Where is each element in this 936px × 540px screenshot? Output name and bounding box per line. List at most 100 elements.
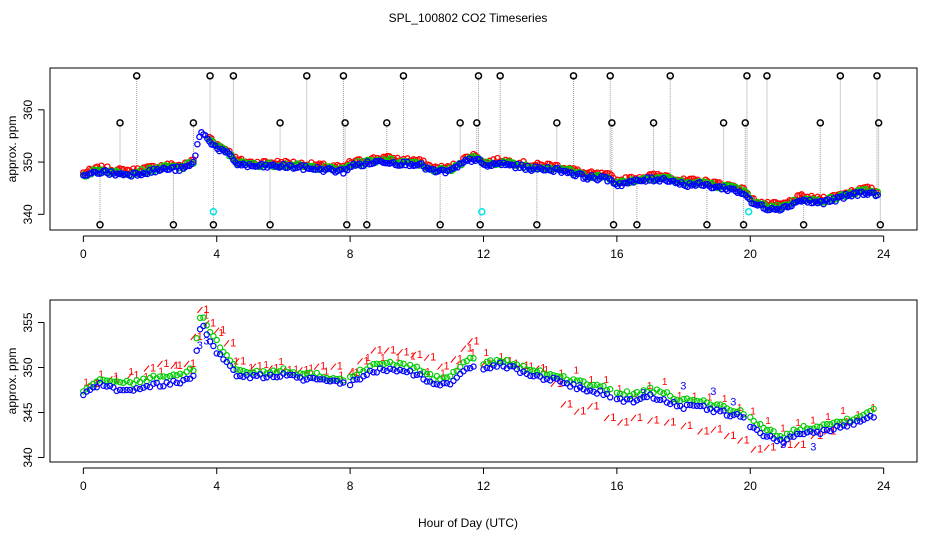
red-glyph-1: 1 xyxy=(677,391,683,402)
blue-point xyxy=(300,377,307,384)
y-tick-label: 345 xyxy=(21,402,35,422)
blue-point xyxy=(617,395,624,402)
green-point xyxy=(323,374,330,382)
blue-point xyxy=(557,378,564,385)
red-stroke xyxy=(723,432,730,440)
blue-point xyxy=(843,423,851,430)
outlier-point xyxy=(876,221,885,229)
red-glyph-1: 1 xyxy=(158,366,164,377)
blue-point xyxy=(633,397,641,404)
outlier-point xyxy=(739,221,748,229)
top-point-blue xyxy=(874,191,881,199)
green-point xyxy=(130,380,137,388)
red-glyph-1: 1 xyxy=(787,439,793,451)
outlier-point xyxy=(276,119,284,127)
red-glyph-1: 1 xyxy=(410,352,416,363)
x-tick-label: 24 xyxy=(877,247,891,261)
outlier-point xyxy=(649,119,658,127)
blue-point xyxy=(210,342,217,350)
blue-point xyxy=(223,358,230,366)
green-point xyxy=(423,370,430,378)
blue-point xyxy=(573,385,581,393)
red-glyph-1: 1 xyxy=(263,360,269,371)
blue-point xyxy=(430,380,437,388)
green-point xyxy=(550,372,557,379)
blue-point xyxy=(693,402,701,410)
blue-point xyxy=(813,428,821,436)
green-point xyxy=(660,390,667,397)
green-point xyxy=(183,368,190,375)
green-point xyxy=(250,369,257,376)
blue-point xyxy=(253,372,260,379)
red-stroke xyxy=(357,357,363,365)
outlier-point xyxy=(533,221,541,229)
blue-point xyxy=(323,377,330,384)
green-point xyxy=(573,377,581,384)
outlier-point xyxy=(608,119,616,127)
blue-point xyxy=(216,351,224,358)
red-glyph-1: 1 xyxy=(654,415,660,427)
green-point xyxy=(457,363,464,371)
red-glyph-1: 1 xyxy=(704,426,710,438)
blue-point xyxy=(703,406,711,413)
red-glyph-1: 1 xyxy=(825,412,831,423)
red-glyph-1: 1 xyxy=(233,357,239,368)
blue-point xyxy=(410,372,417,379)
green-point xyxy=(630,390,637,398)
blue-point xyxy=(330,377,337,384)
red-stroke xyxy=(170,362,177,370)
blue-point xyxy=(830,426,837,433)
outlier-point xyxy=(496,72,504,80)
green-point xyxy=(186,365,194,372)
blue-point xyxy=(447,381,454,388)
red-glyph-1: 1 xyxy=(744,435,750,447)
blue-point xyxy=(376,365,384,372)
blue-point xyxy=(727,413,734,420)
green-point xyxy=(203,322,210,329)
red-stroke xyxy=(213,327,220,335)
blue-point xyxy=(850,421,857,428)
red-glyph-1: 1 xyxy=(730,430,736,442)
blue-point xyxy=(670,398,677,406)
blue-point xyxy=(560,379,567,387)
red-glyph-1: 1 xyxy=(870,403,876,414)
blue-point xyxy=(226,362,234,369)
red-glyph-1: 1 xyxy=(353,367,359,379)
red-glyph-1: 1 xyxy=(810,416,816,427)
green-point xyxy=(370,360,377,368)
green-point xyxy=(210,333,217,340)
red-glyph-1: 1 xyxy=(647,381,653,392)
blue-point xyxy=(480,366,487,373)
blue-point xyxy=(193,347,200,354)
red-glyph-1: 1 xyxy=(487,358,493,370)
blue-point xyxy=(690,402,697,409)
blue-point xyxy=(697,402,704,410)
blue-point xyxy=(780,439,787,446)
blue-point xyxy=(170,377,177,385)
blue-point xyxy=(396,366,404,374)
y-tick-label: 350 xyxy=(21,357,35,377)
red-glyph-1: 1 xyxy=(457,354,463,366)
blue-point xyxy=(467,365,474,372)
cyan-point xyxy=(744,207,753,216)
top-point-blue xyxy=(540,166,547,174)
green-point xyxy=(373,360,380,367)
green-point xyxy=(467,354,474,361)
red-glyph-1: 1 xyxy=(624,417,630,429)
green-point xyxy=(166,372,174,380)
blue-point xyxy=(273,374,280,381)
red-glyph-1: 1 xyxy=(390,345,396,357)
red-glyph-1: 1 xyxy=(210,318,216,330)
bottom-y-axis: 340 345 350 355 xyxy=(21,312,45,468)
green-point xyxy=(173,372,180,379)
green-point xyxy=(647,384,654,391)
green-point xyxy=(503,356,510,364)
red-glyph-1: 1 xyxy=(350,367,356,378)
blue-point xyxy=(737,413,744,420)
green-point xyxy=(396,360,404,367)
blue-point xyxy=(530,373,537,380)
green-point xyxy=(593,381,601,388)
red-glyph-1: 1 xyxy=(320,361,326,373)
blue-point xyxy=(433,381,440,388)
red-glyph-1: 1 xyxy=(177,360,183,372)
